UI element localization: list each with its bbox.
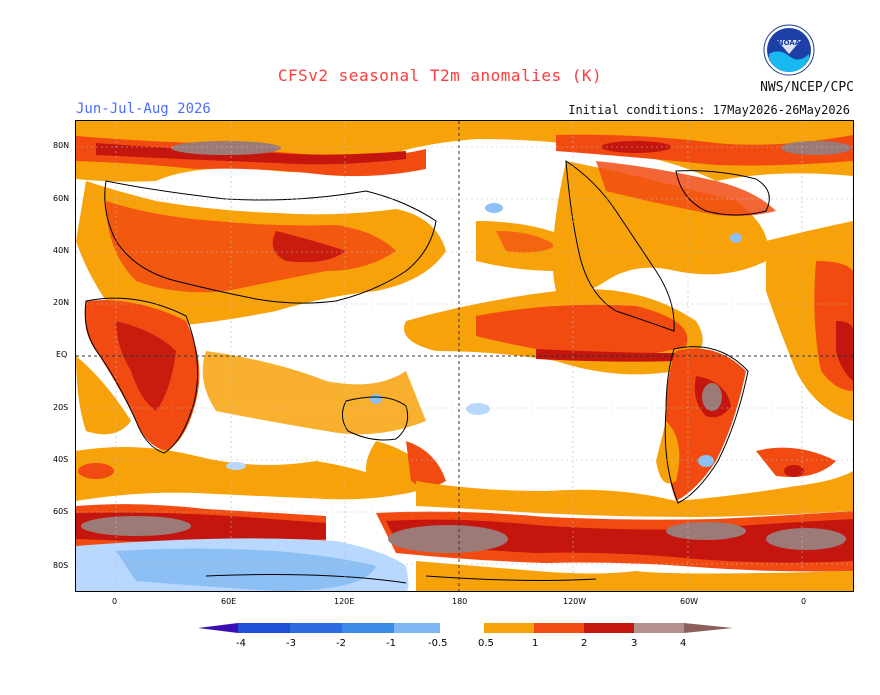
colorbar — [198, 620, 733, 636]
org-label: NWS/NCEP/CPC — [760, 80, 854, 95]
lon-label-0-east: 0 — [801, 597, 807, 606]
lon-label-120e: 120E — [334, 597, 355, 606]
lat-label-20s: 20S — [53, 403, 69, 412]
colorbar-label-neg4: -4 — [236, 638, 246, 649]
anomaly-map — [75, 120, 854, 592]
lon-label-60e: 60E — [221, 597, 237, 606]
lat-label-60s: 60S — [53, 507, 69, 516]
lon-label-0-west: 0 — [112, 597, 118, 606]
lon-label-60w: 60W — [680, 597, 699, 606]
logo-text: NOAA — [778, 39, 801, 47]
colorbar-label-4: 4 — [680, 638, 687, 649]
colorbar-label-0-5: 0.5 — [478, 638, 494, 649]
initial-conditions-label: Initial conditions: 17May2026-26May2026 — [568, 103, 850, 117]
lat-label-60n: 60N — [53, 194, 70, 203]
colorbar-label-neg3: -3 — [286, 638, 296, 649]
lat-label-eq: EQ — [56, 350, 68, 359]
colorbar-label-neg1: -1 — [386, 638, 396, 649]
lat-label-40s: 40S — [53, 455, 69, 464]
noaa-logo: NOAA — [763, 24, 815, 76]
colorbar-label-3: 3 — [631, 638, 638, 649]
lat-label-80n: 80N — [53, 141, 70, 150]
lat-label-20n: 20N — [53, 298, 70, 307]
chart-title: CFSv2 seasonal T2m anomalies (K) — [277, 66, 603, 85]
lat-label-40n: 40N — [53, 246, 70, 255]
season-label: Jun-Jul-Aug 2026 — [76, 101, 211, 117]
lon-label-120w: 120W — [563, 597, 587, 606]
colorbar-label-1: 1 — [532, 638, 539, 649]
colorbar-label-neg0-5: -0.5 — [428, 638, 448, 649]
colorbar-label-neg2: -2 — [336, 638, 346, 649]
lon-label-180: 180 — [452, 597, 468, 606]
colorbar-label-2: 2 — [581, 638, 588, 649]
lat-label-80s: 80S — [53, 561, 69, 570]
